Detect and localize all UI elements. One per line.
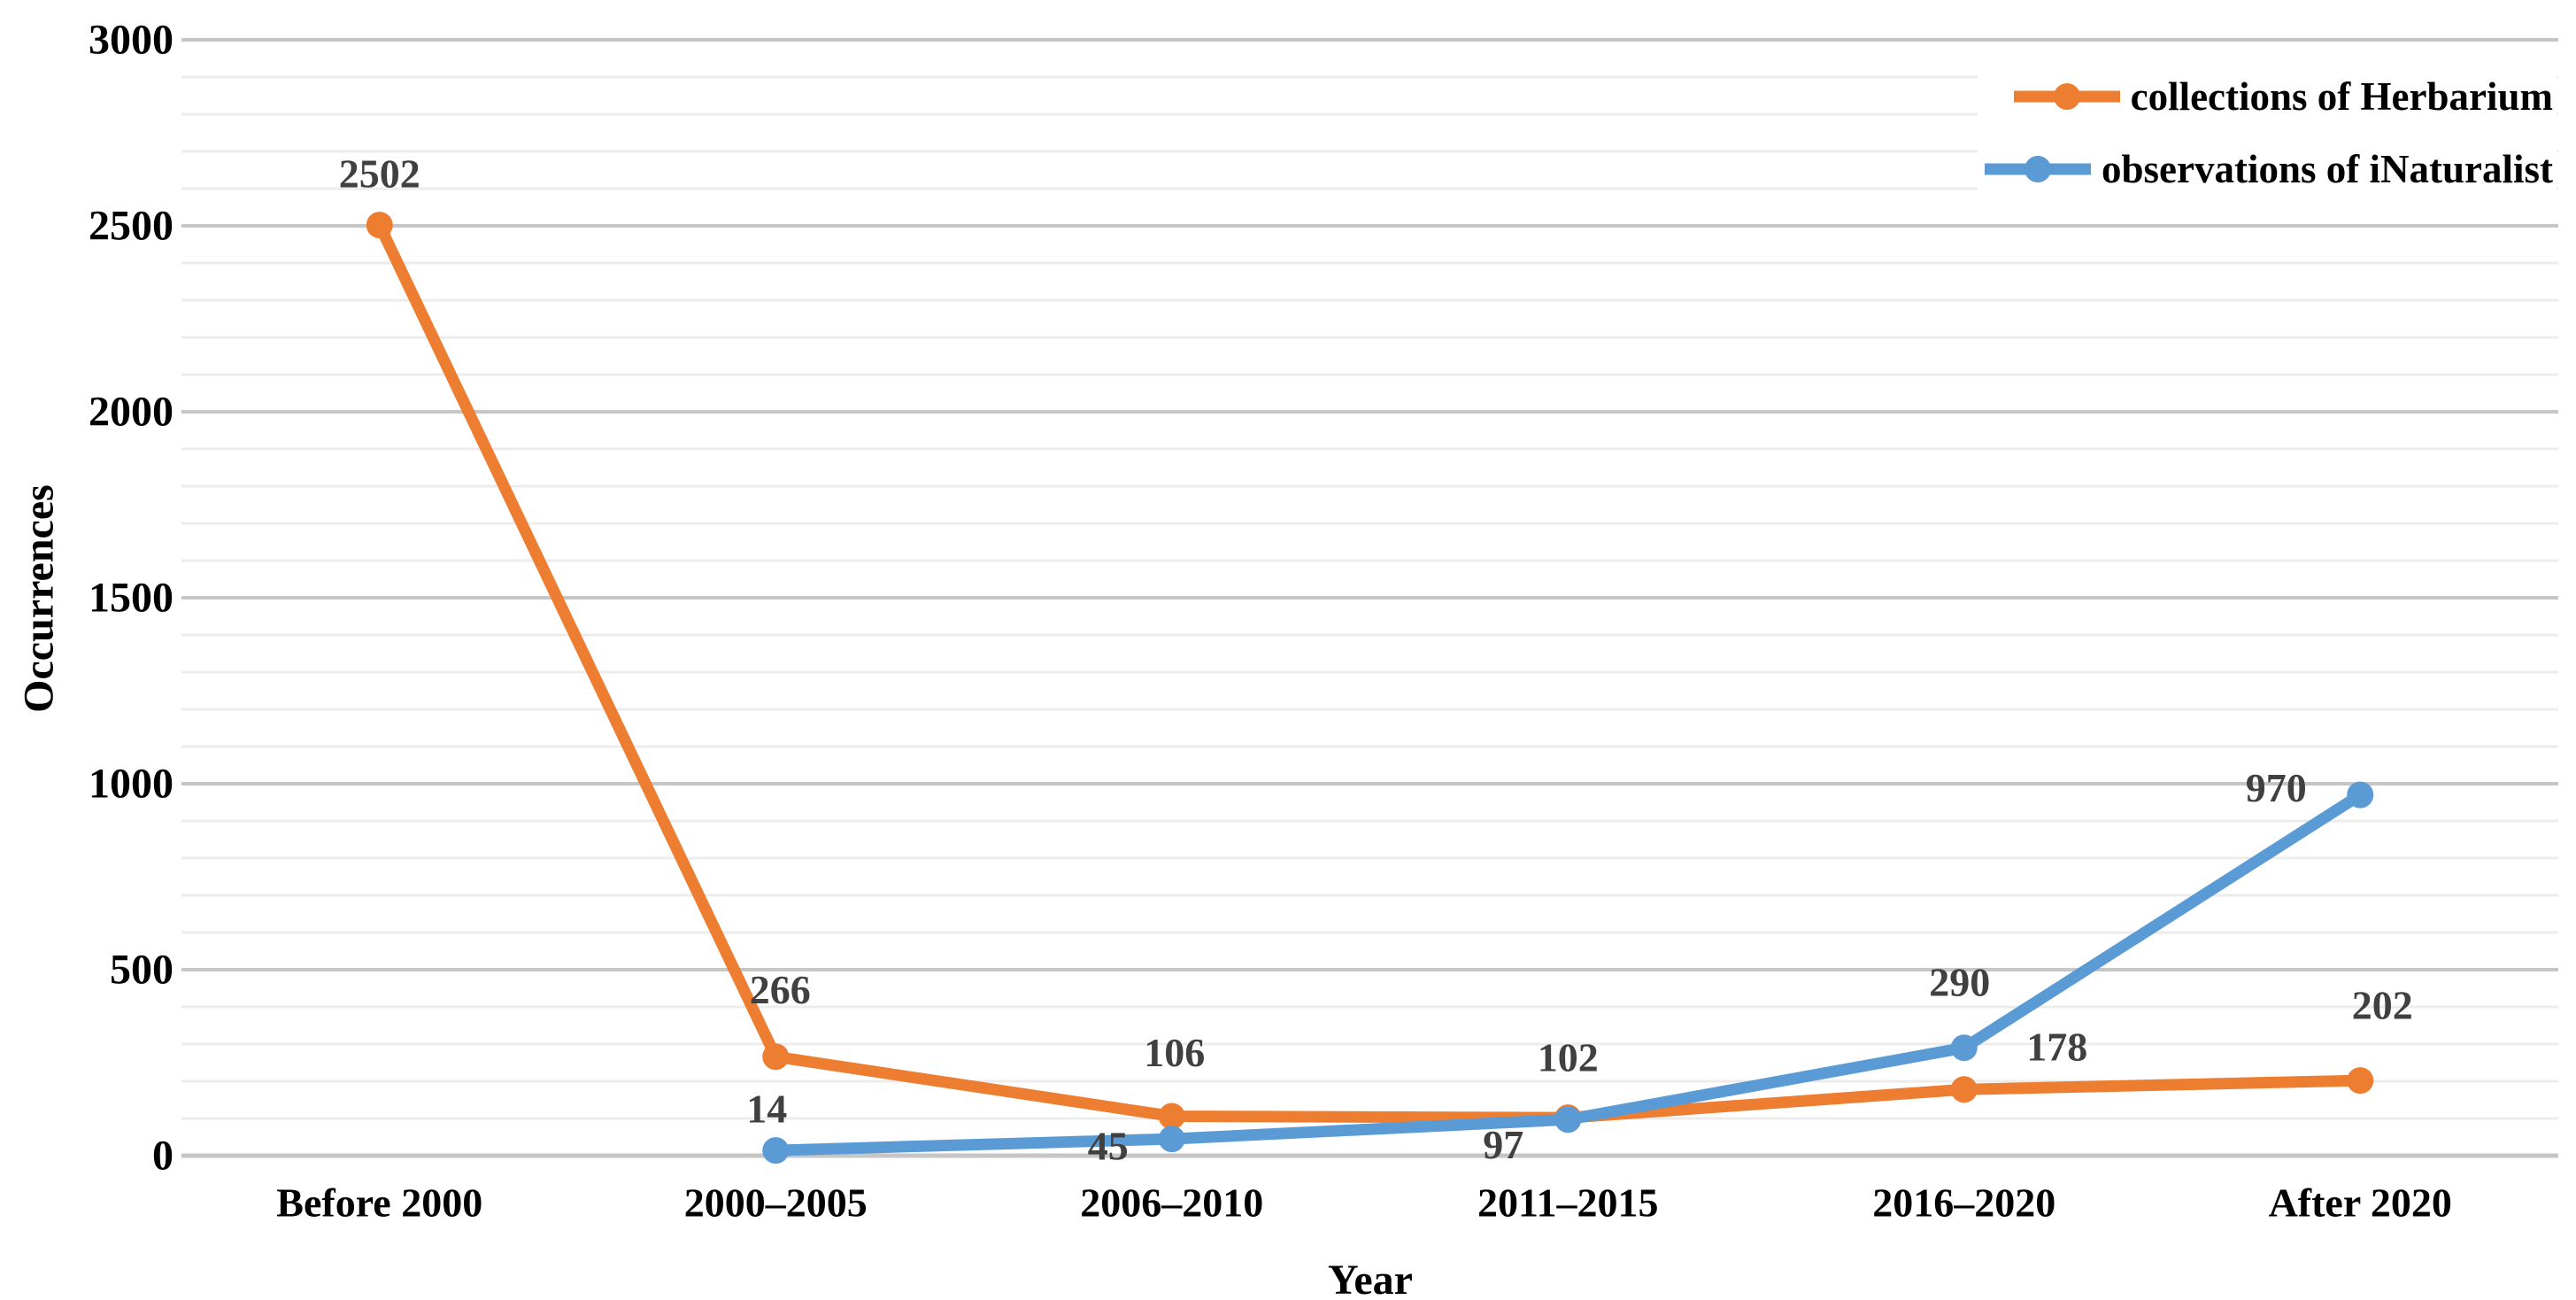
data-point-marker	[1158, 1103, 1185, 1130]
y-tick-label: 3000	[89, 17, 174, 64]
data-point-marker	[2347, 1067, 2374, 1095]
x-axis-title: Year	[1328, 1257, 1413, 1300]
x-tick-label: 2011–2015	[1477, 1180, 1658, 1226]
data-point-marker	[762, 1043, 790, 1071]
legend-dot	[2053, 83, 2080, 110]
data-label: 970	[2246, 765, 2307, 810]
major-gridlines	[181, 38, 2558, 1158]
legend-item-herbarium: collections of Herbarium	[1981, 64, 2553, 129]
data-label: 14	[746, 1087, 787, 1132]
legend-dot	[2025, 156, 2051, 182]
y-tick-label: 2500	[89, 203, 174, 250]
data-point-marker	[366, 212, 393, 239]
x-axis-tick-labels: Before 2000 2000–2005 2006–2010 2011–2015 20…	[276, 1180, 2452, 1226]
data-point-marker	[762, 1137, 790, 1165]
x-tick-label: 2000–2005	[684, 1180, 868, 1226]
legend-marker-icon	[1985, 156, 2091, 182]
data-label: 102	[1538, 1035, 1599, 1080]
data-label: 202	[2352, 983, 2413, 1028]
legend-item-inaturalist: observations of iNaturalist	[1981, 136, 2553, 202]
x-tick-label: After 2020	[2269, 1180, 2452, 1226]
y-tick-label: 0	[152, 1133, 174, 1180]
y-tick-label: 2000	[89, 389, 174, 436]
data-label: 290	[1929, 960, 1990, 1005]
data-label: 178	[2026, 1025, 2087, 1070]
data-label: 266	[750, 967, 811, 1012]
y-axis-title: Occurrences	[15, 484, 63, 713]
legend: collections of Herbarium observations of …	[1978, 62, 2557, 204]
y-tick-label: 1000	[89, 761, 174, 808]
x-tick-label: Before 2000	[276, 1180, 482, 1226]
data-point-marker	[1950, 1034, 1978, 1062]
data-point-marker	[1950, 1076, 1978, 1103]
x-tick-label: 2006–2010	[1080, 1180, 1263, 1226]
data-point-marker	[1158, 1126, 1185, 1153]
data-label: 106	[1144, 1030, 1205, 1075]
y-tick-label: 1500	[89, 575, 174, 622]
data-label: 97	[1483, 1122, 1523, 1167]
data-label: 45	[1088, 1124, 1129, 1169]
y-tick-label: 500	[110, 947, 174, 994]
series-herbarium: 2502 266 106 102 178 202	[339, 151, 2413, 1132]
legend-marker-icon	[2013, 83, 2120, 110]
data-point-marker	[2347, 781, 2374, 809]
legend-label: observations of iNaturalist	[2102, 147, 2553, 191]
data-point-marker	[1554, 1106, 1582, 1134]
y-axis-tick-labels: 0 500 1000 1500 2000 2500 3000	[89, 17, 174, 1180]
series-line	[374, 219, 2366, 1124]
legend-label: collections of Herbarium	[2130, 74, 2553, 119]
x-tick-label: 2016–2020	[1872, 1180, 2055, 1226]
data-label: 2502	[339, 151, 420, 197]
series-inaturalist: 14 45 97 290 970	[746, 765, 2374, 1169]
